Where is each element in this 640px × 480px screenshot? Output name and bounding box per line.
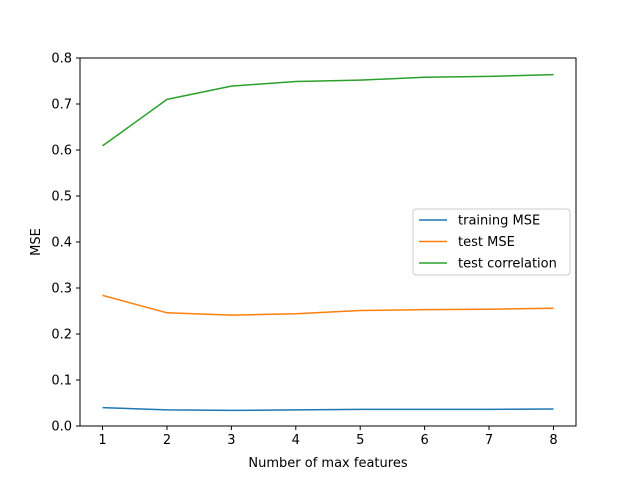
y-axis-ticks: 0.0 0.1 0.2 0.3 0.4 0.5 0.6 0.7 0.8 bbox=[51, 52, 80, 435]
x-tick-label: 4 bbox=[292, 433, 300, 448]
plot-lines bbox=[102, 73, 554, 412]
y-tick-label: 0.8 bbox=[51, 52, 72, 67]
legend-entry: test MSE bbox=[458, 235, 515, 250]
x-tick-label: 7 bbox=[485, 433, 493, 448]
legend-entry: test correlation bbox=[458, 257, 557, 272]
x-tick-label: 3 bbox=[227, 433, 235, 448]
series-line-2 bbox=[102, 73, 554, 147]
x-axis-ticks: 1 2 3 4 5 6 7 8 bbox=[98, 426, 558, 448]
y-tick-label: 0.0 bbox=[51, 420, 72, 435]
y-tick-label: 0.3 bbox=[51, 282, 72, 297]
y-tick-label: 0.6 bbox=[51, 144, 72, 159]
y-axis-label: MSE bbox=[29, 228, 44, 256]
x-tick-label: 6 bbox=[420, 433, 428, 448]
legend: training MSE test MSE test correlation bbox=[412, 208, 571, 276]
y-tick-label: 0.2 bbox=[51, 328, 72, 343]
legend-box bbox=[412, 208, 571, 276]
y-tick-label: 0.5 bbox=[51, 190, 72, 205]
x-tick-label: 5 bbox=[356, 433, 364, 448]
x-tick-label: 2 bbox=[163, 433, 171, 448]
x-axis-label: Number of max features bbox=[248, 456, 407, 471]
y-tick-label: 0.7 bbox=[51, 98, 72, 113]
y-tick-label: 0.4 bbox=[51, 236, 72, 251]
y-tick-label: 0.1 bbox=[51, 374, 72, 389]
series-line-0 bbox=[102, 406, 554, 412]
series-line-1 bbox=[102, 294, 554, 316]
legend-entry: training MSE bbox=[458, 214, 540, 229]
x-tick-label: 8 bbox=[549, 433, 557, 448]
x-tick-label: 1 bbox=[98, 433, 106, 448]
